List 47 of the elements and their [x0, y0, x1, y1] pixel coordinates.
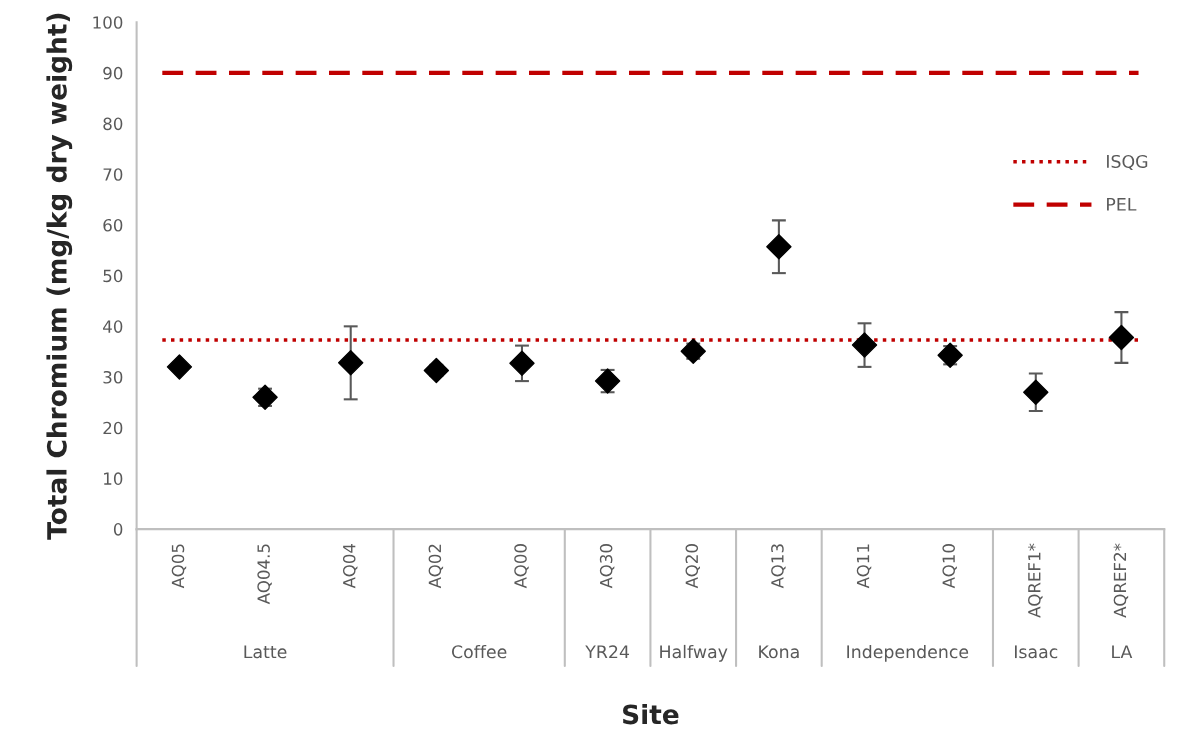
point — [594, 368, 621, 394]
x-tick-label: AQREF1* — [1028, 543, 1043, 618]
point — [166, 354, 193, 380]
point — [851, 332, 878, 358]
y-tick-label: 70 — [103, 168, 123, 181]
point — [1023, 379, 1049, 405]
x-tick-label: AQREF2* — [1113, 543, 1129, 618]
text: YR24 — [585, 645, 630, 659]
legend-label: PEL — [1107, 197, 1137, 211]
text: LA — [1112, 645, 1133, 659]
point — [509, 350, 535, 377]
point — [766, 234, 792, 260]
x-tick-label: AQ20 — [685, 544, 700, 589]
text: Independence — [847, 644, 969, 662]
y-tick-label: 60 — [103, 218, 123, 232]
x-tick-label: AQ00 — [514, 544, 529, 589]
text: Isaac — [1015, 645, 1058, 659]
text: Latte — [244, 645, 287, 659]
x-tick-label: AQ30 — [599, 544, 615, 589]
point — [1108, 324, 1135, 351]
y-axis-title: Total Chromium (mg/kg dry weight) — [46, 13, 73, 540]
y-tick-label: 90 — [103, 66, 123, 80]
y-tick-label: 20 — [103, 421, 123, 435]
point — [252, 384, 278, 411]
point — [937, 342, 963, 368]
y-tick-label: 100 — [93, 16, 123, 29]
x-tick-label: AQ11 — [856, 544, 872, 589]
text: Coffee — [451, 644, 507, 659]
x-tick-label: AQ10 — [942, 544, 957, 589]
y-tick-label: 80 — [103, 117, 123, 131]
x-tick-label: AQ02 — [428, 544, 444, 589]
y-tick-label: 50 — [103, 269, 123, 283]
point — [423, 357, 450, 384]
text: Halfway — [660, 644, 728, 662]
x-tick-label: AQ05 — [171, 544, 187, 589]
legend-label: ISQG — [1107, 154, 1148, 171]
y-tick-label: 10 — [104, 472, 123, 485]
x-tick-label: AQ04 — [342, 543, 358, 589]
x-tick-label: AQ04.5 — [257, 544, 272, 605]
text: Kona — [759, 645, 799, 659]
y-tick-label: 30 — [103, 370, 123, 384]
point — [338, 350, 364, 376]
x-axis-title: Site — [623, 703, 679, 725]
y-tick-label: 0 — [113, 523, 123, 536]
y-tick-label: 40 — [103, 320, 123, 333]
point — [680, 338, 706, 364]
x-tick-label: AQ13 — [771, 544, 786, 589]
